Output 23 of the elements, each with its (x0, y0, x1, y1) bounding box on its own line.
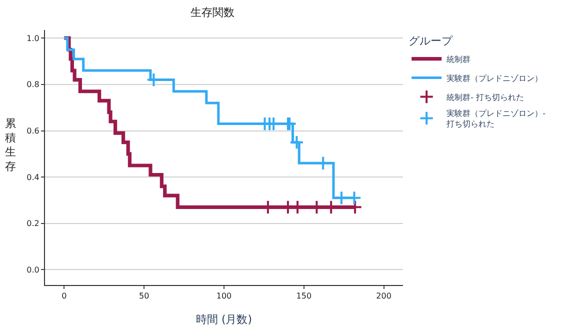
legend-label: 統制群 (446, 54, 471, 64)
x-tick-label: 100 (216, 292, 232, 301)
legend-label: 実験群（プレドニゾロン） (446, 74, 543, 83)
y-axis-title: 累積生存 (5, 117, 16, 173)
legend-label: 実験群（プレドニゾロン）- 打ち切られた (446, 109, 548, 129)
x-tick-label: 200 (376, 292, 392, 301)
legend-title: グループ (408, 34, 454, 48)
y-tick-label: 0.8 (26, 80, 40, 90)
y-tick-label: 0.2 (26, 219, 40, 228)
legend-label: 統制群- 打ち切られた (446, 92, 524, 102)
y-tick-label: 1.0 (26, 34, 40, 43)
point (289, 135, 304, 150)
point (334, 190, 349, 206)
chart-title: 生存関数 (190, 6, 235, 20)
x-tick-label: 150 (296, 292, 312, 301)
y-tick-label: 0.0 (26, 266, 40, 275)
point (346, 190, 362, 206)
y-tick-label: 0.6 (26, 126, 40, 136)
x-axis-title: 時間 (月数) (196, 312, 252, 326)
x-tick-label: 50 (138, 292, 150, 301)
point (316, 156, 330, 170)
x-tick-label: 0 (62, 292, 67, 301)
y-tick-label: 0.4 (26, 172, 40, 182)
